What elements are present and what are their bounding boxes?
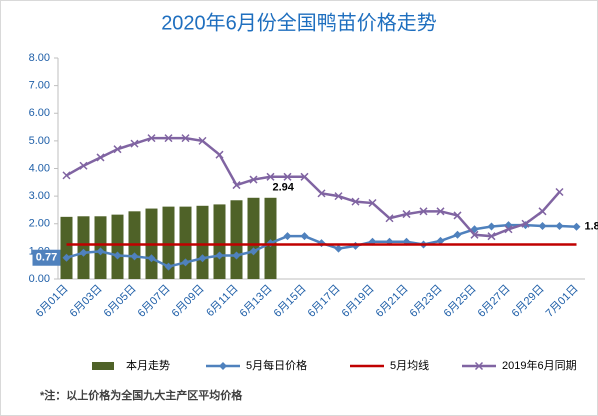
legend-swatch	[92, 362, 114, 370]
marker	[419, 207, 428, 216]
marker	[215, 150, 224, 159]
marker	[368, 199, 377, 208]
marker	[402, 210, 411, 219]
bar	[230, 200, 243, 279]
marker	[96, 153, 105, 162]
marker	[266, 172, 275, 181]
marker	[572, 222, 581, 231]
bar	[247, 197, 260, 279]
marker	[130, 252, 139, 261]
marker	[283, 172, 292, 181]
marker	[62, 253, 71, 262]
marker	[487, 232, 496, 241]
y-tick-label: 8.00	[29, 52, 50, 64]
footnote: *注：以上价格为全国九大主产区平均价格	[40, 388, 243, 402]
bar	[179, 206, 192, 279]
bar	[196, 205, 209, 279]
legend-marker	[219, 362, 227, 370]
bar	[162, 206, 175, 279]
marker	[538, 221, 547, 230]
marker	[453, 230, 462, 239]
marker	[164, 262, 173, 271]
marker	[164, 134, 173, 143]
marker	[198, 136, 207, 145]
marker	[232, 251, 241, 260]
marker	[453, 211, 462, 220]
marker	[283, 232, 292, 241]
marker	[79, 248, 88, 257]
legend-label: 本月走势	[126, 358, 170, 372]
marker	[113, 145, 122, 154]
marker	[215, 251, 224, 260]
marker	[62, 171, 71, 180]
bar	[213, 204, 226, 279]
legend-label: 5月均线	[390, 358, 429, 372]
marker	[334, 192, 343, 201]
data-label: 0.77	[36, 252, 57, 264]
data-label-box	[32, 249, 61, 266]
marker	[555, 221, 564, 230]
marker	[198, 254, 207, 263]
marker	[232, 181, 241, 190]
marker	[79, 161, 88, 170]
chart-title: 2020年6月份全国鸭苗价格走势	[161, 11, 437, 34]
legend-marker	[474, 361, 484, 371]
marker	[521, 219, 530, 228]
marker	[538, 207, 547, 216]
bar	[60, 216, 73, 279]
marker	[555, 187, 564, 197]
marker	[351, 197, 360, 206]
data-label: 2.94	[273, 182, 295, 194]
marker	[334, 244, 343, 253]
marker	[436, 236, 445, 245]
y-tick-label: 5.00	[29, 135, 50, 147]
y-tick-label: 4.00	[29, 162, 50, 174]
y-tick-label: 2.00	[29, 218, 50, 230]
bar	[111, 214, 124, 279]
marker	[317, 189, 326, 198]
marker	[181, 134, 190, 143]
legend-label: 2019年6月同期	[502, 358, 577, 372]
bar	[77, 216, 90, 279]
marker	[504, 225, 513, 234]
bar	[264, 197, 277, 279]
marker	[385, 214, 394, 223]
marker	[181, 258, 190, 267]
marker	[470, 230, 479, 239]
marker	[113, 251, 122, 260]
line	[65, 136, 561, 238]
marker	[300, 232, 309, 241]
marker	[487, 222, 496, 231]
marker	[249, 247, 258, 256]
data-label: 1.89	[585, 221, 598, 233]
y-tick-label: 7.00	[29, 80, 50, 92]
marker	[147, 254, 156, 263]
marker	[249, 175, 258, 184]
legend-label: 5月每日价格	[246, 358, 307, 372]
marker	[300, 172, 309, 181]
y-tick-label: 3.00	[29, 190, 50, 202]
marker	[130, 139, 139, 148]
marker	[147, 134, 156, 143]
marker	[436, 207, 445, 216]
y-tick-label: 0.00	[29, 273, 50, 285]
marker	[96, 247, 105, 256]
y-tick-label: 6.00	[29, 107, 50, 119]
